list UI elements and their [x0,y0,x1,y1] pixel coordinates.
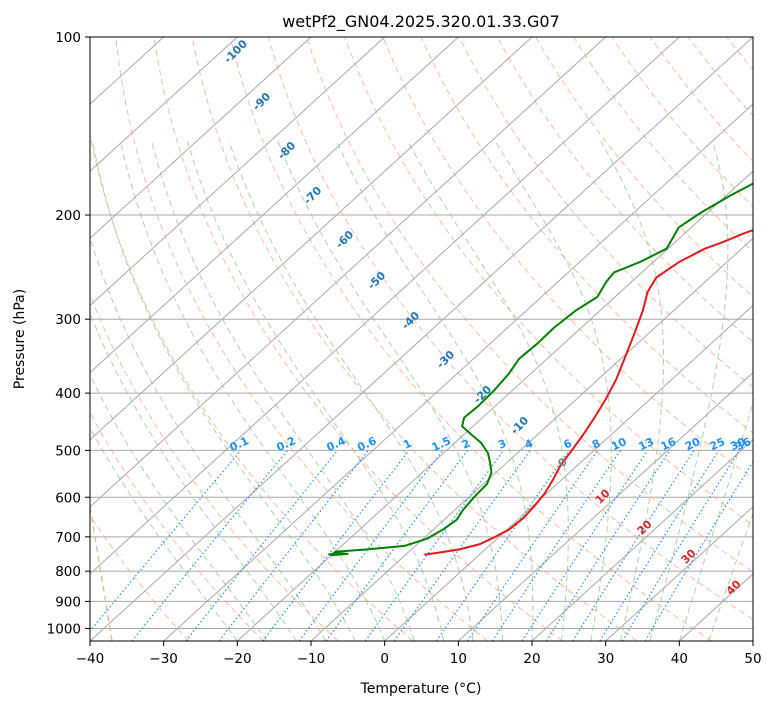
x-tick-label: −10 [297,651,326,667]
x-tick-label: −20 [223,651,252,667]
y-tick-label: 100 [55,30,81,46]
x-tick-label: 50 [744,651,761,667]
y-tick-label: 600 [55,490,81,506]
x-axis-label: Temperature (°C) [360,681,482,697]
y-tick-label: 700 [55,530,81,546]
x-tick-label: 0 [380,651,389,667]
y-tick-label: 800 [55,564,81,580]
chart-title: wetPf2_GN04.2025.320.01.33.G07 [282,12,560,32]
x-tick-label: 30 [597,651,614,667]
dry-adiabat [765,37,775,641]
isotherm-line [753,37,775,641]
reference-curve [0,37,61,641]
y-tick-label: 1000 [47,621,81,637]
y-tick-label: 500 [55,443,81,459]
x-tick-label: 10 [450,651,467,667]
y-tick-label: 900 [55,594,81,610]
y-axis-label: Pressure (hPa) [12,289,28,389]
y-tick-label: 200 [55,208,81,224]
y-tick-label: 400 [55,386,81,402]
x-tick-label: −40 [76,651,105,667]
x-tick-label: 20 [523,651,540,667]
x-tick-label: −30 [149,651,178,667]
x-tick-label: 40 [671,651,688,667]
y-tick-label: 300 [55,312,81,328]
